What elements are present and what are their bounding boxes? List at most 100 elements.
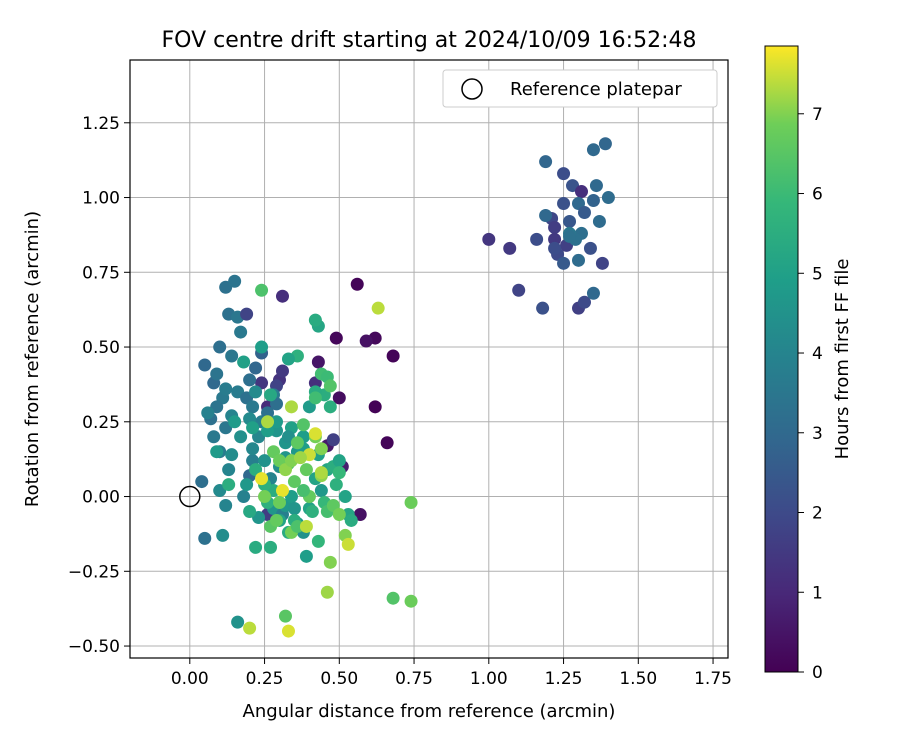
- data-point: [281, 624, 295, 638]
- data-point: [548, 232, 562, 246]
- data-point: [264, 540, 278, 554]
- data-point: [299, 463, 313, 477]
- data-point: [198, 358, 212, 372]
- data-point: [371, 301, 385, 315]
- data-point: [213, 340, 227, 354]
- colorbar-tick-label: 7: [812, 105, 823, 125]
- data-point: [231, 615, 245, 629]
- x-tick-label: 0.50: [320, 669, 358, 689]
- data-point: [326, 433, 340, 447]
- data-point: [290, 436, 304, 450]
- data-point: [284, 400, 298, 414]
- data-point: [314, 442, 328, 456]
- colorbar-tick-label: 0: [812, 663, 823, 683]
- data-point: [586, 194, 600, 208]
- data-point: [563, 214, 577, 228]
- data-point: [386, 349, 400, 363]
- x-tick-label: 1.00: [470, 669, 508, 689]
- data-point: [482, 232, 496, 246]
- data-point: [323, 555, 337, 569]
- data-point: [311, 355, 325, 369]
- data-point: [586, 286, 600, 300]
- data-point: [210, 445, 224, 459]
- data-point: [592, 214, 606, 228]
- data-point: [332, 391, 346, 405]
- data-point: [281, 352, 295, 366]
- data-point: [557, 167, 571, 181]
- data-point: [240, 478, 254, 492]
- data-point: [332, 507, 346, 521]
- data-point: [258, 454, 272, 468]
- data-point: [293, 451, 307, 465]
- legend: Reference platepar: [442, 69, 718, 108]
- y-axis-label: Rotation from reference (arcmin): [22, 211, 43, 507]
- y-tick-label: 0.75: [82, 263, 120, 283]
- legend-label: Reference platepar: [510, 79, 682, 100]
- data-point: [258, 490, 272, 504]
- data-point: [270, 415, 284, 429]
- data-point: [404, 496, 418, 510]
- data-point: [299, 549, 313, 563]
- data-point: [216, 528, 230, 542]
- data-point: [195, 475, 209, 489]
- data-point: [574, 185, 588, 199]
- data-point: [210, 367, 224, 381]
- y-tick-label: 0.50: [82, 338, 120, 358]
- data-point: [261, 415, 275, 429]
- data-point: [577, 295, 591, 309]
- data-point: [246, 400, 260, 414]
- data-point: [530, 232, 544, 246]
- data-point: [246, 442, 260, 456]
- data-point: [270, 513, 284, 527]
- data-point: [308, 391, 322, 405]
- data-point: [237, 355, 251, 369]
- data-point: [261, 424, 275, 438]
- plot-frame: [129, 59, 729, 659]
- data-point: [207, 430, 221, 444]
- data-point: [548, 241, 562, 255]
- y-tick-label: 0.25: [82, 413, 120, 433]
- data-point: [246, 421, 260, 435]
- data-point: [287, 475, 301, 489]
- data-point: [278, 609, 292, 623]
- data-point: [338, 490, 352, 504]
- data-point: [249, 361, 263, 375]
- data-point: [536, 301, 550, 315]
- x-tick-label: 0.00: [171, 669, 209, 689]
- data-point: [329, 331, 343, 345]
- data-point: [308, 427, 322, 441]
- data-point: [275, 364, 289, 378]
- data-point: [228, 274, 242, 288]
- x-tick-label: 1.50: [619, 669, 657, 689]
- data-point: [225, 349, 239, 363]
- data-point: [341, 537, 355, 551]
- data-point: [344, 513, 358, 527]
- colorbar: 0 1 2 3 4 5 6 7 Hours from first FF file: [764, 45, 853, 683]
- data-point: [198, 531, 212, 545]
- data-point: [275, 484, 289, 498]
- data-point: [557, 197, 571, 211]
- data-point: [539, 208, 553, 222]
- data-point: [249, 385, 263, 399]
- data-point: [255, 472, 269, 486]
- x-axis-ticks: 0.00 0.25 0.50 0.75 1.00 1.25 1.50 1.75: [171, 658, 732, 689]
- data-point: [255, 340, 269, 354]
- data-point: [359, 334, 373, 348]
- x-tick-label: 1.25: [545, 669, 583, 689]
- data-point: [548, 220, 562, 234]
- data-point: [332, 466, 346, 480]
- colorbar-tick-label: 1: [812, 583, 823, 603]
- data-point: [577, 205, 591, 219]
- x-tick-label: 1.75: [694, 669, 732, 689]
- data-point: [287, 502, 301, 515]
- x-tick-label: 0.25: [246, 669, 284, 689]
- data-point: [299, 519, 313, 533]
- data-point: [503, 241, 517, 255]
- colorbar-tick-label: 4: [812, 344, 823, 364]
- legend-marker-icon: [461, 78, 483, 100]
- y-tick-label: 1.00: [82, 189, 120, 209]
- data-point: [314, 484, 328, 498]
- data-point: [219, 382, 233, 396]
- data-point: [314, 466, 328, 480]
